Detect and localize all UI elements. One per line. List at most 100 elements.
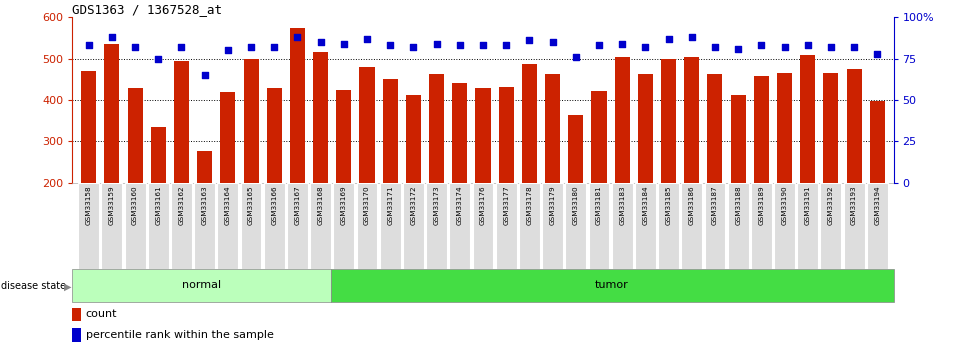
Bar <box>475 88 491 183</box>
Text: GSM33188: GSM33188 <box>735 186 741 225</box>
Bar <box>359 67 375 183</box>
Point <box>614 41 630 47</box>
Point <box>452 43 468 48</box>
Text: GSM33187: GSM33187 <box>712 186 718 225</box>
Bar <box>774 183 795 269</box>
Bar <box>568 115 583 183</box>
Text: GSM33169: GSM33169 <box>341 186 347 225</box>
Bar <box>151 127 166 183</box>
Bar <box>72 269 330 302</box>
Text: tumor: tumor <box>595 280 629 290</box>
Text: GSM33183: GSM33183 <box>619 186 625 225</box>
Bar <box>638 73 653 183</box>
Bar <box>171 183 192 269</box>
Bar <box>498 87 514 183</box>
Bar <box>241 183 262 269</box>
Text: GSM33159: GSM33159 <box>109 186 115 225</box>
Point <box>800 43 815 48</box>
Text: GSM33161: GSM33161 <box>156 186 161 225</box>
Bar <box>707 75 723 183</box>
Point <box>777 44 792 50</box>
Text: GSM33192: GSM33192 <box>828 186 834 225</box>
Text: GSM33180: GSM33180 <box>573 186 579 225</box>
Bar <box>800 55 815 183</box>
Bar <box>220 92 236 183</box>
Bar <box>310 183 331 269</box>
Bar <box>267 88 282 183</box>
Point <box>429 41 444 47</box>
Point <box>591 43 607 48</box>
Point <box>151 56 166 61</box>
Bar <box>217 183 239 269</box>
Bar <box>867 183 888 269</box>
Text: GSM33194: GSM33194 <box>874 186 880 225</box>
Bar <box>753 76 769 183</box>
Bar <box>635 183 656 269</box>
Point <box>545 39 560 45</box>
Bar <box>313 52 328 183</box>
Bar <box>174 61 189 183</box>
Bar <box>429 74 444 183</box>
Bar <box>406 95 421 183</box>
Point <box>104 34 120 40</box>
Text: GSM33162: GSM33162 <box>179 186 185 225</box>
Bar <box>614 57 630 183</box>
Bar <box>403 183 424 269</box>
Bar <box>243 59 259 183</box>
Text: percentile rank within the sample: percentile rank within the sample <box>86 330 273 340</box>
Bar <box>72 328 81 342</box>
Point <box>81 43 97 48</box>
Bar <box>522 63 537 183</box>
Point <box>406 44 421 50</box>
Text: normal: normal <box>182 280 221 290</box>
Text: GSM33163: GSM33163 <box>202 186 208 225</box>
Bar <box>336 90 352 183</box>
Bar <box>681 183 702 269</box>
Bar <box>588 183 610 269</box>
Bar <box>751 183 772 269</box>
Bar <box>727 183 749 269</box>
Bar <box>197 150 213 183</box>
Bar <box>472 183 494 269</box>
Text: GSM33172: GSM33172 <box>411 186 416 225</box>
Point <box>823 44 838 50</box>
Bar <box>820 183 841 269</box>
Bar <box>545 73 560 183</box>
Bar <box>452 83 468 183</box>
Text: GSM33178: GSM33178 <box>526 186 532 225</box>
Point <box>661 36 676 41</box>
Text: GSM33164: GSM33164 <box>225 186 231 225</box>
Bar <box>843 183 865 269</box>
Bar <box>81 71 97 183</box>
Text: GSM33158: GSM33158 <box>86 186 92 225</box>
Point <box>359 36 375 41</box>
Text: count: count <box>86 309 117 319</box>
Point <box>638 44 653 50</box>
Text: GSM33176: GSM33176 <box>480 186 486 225</box>
Text: GSM33174: GSM33174 <box>457 186 463 225</box>
Point <box>684 34 699 40</box>
Bar <box>449 183 470 269</box>
Bar <box>496 183 517 269</box>
Text: GSM33190: GSM33190 <box>781 186 787 225</box>
Bar <box>380 183 401 269</box>
Point <box>498 43 514 48</box>
Bar <box>823 73 838 183</box>
Bar <box>264 183 285 269</box>
Text: GSM33179: GSM33179 <box>550 186 555 225</box>
Text: GSM33186: GSM33186 <box>689 186 695 225</box>
Bar <box>72 308 81 321</box>
Point <box>128 44 143 50</box>
Bar <box>730 95 746 183</box>
Text: GDS1363 / 1367528_at: GDS1363 / 1367528_at <box>72 3 222 16</box>
Text: GSM33171: GSM33171 <box>387 186 393 225</box>
Text: GSM33181: GSM33181 <box>596 186 602 225</box>
Text: GSM33167: GSM33167 <box>295 186 300 225</box>
Bar <box>148 183 169 269</box>
Point <box>336 41 352 47</box>
Bar <box>611 183 633 269</box>
Text: GSM33160: GSM33160 <box>132 186 138 225</box>
Bar <box>777 73 792 183</box>
Bar <box>383 79 398 183</box>
Bar <box>356 183 378 269</box>
